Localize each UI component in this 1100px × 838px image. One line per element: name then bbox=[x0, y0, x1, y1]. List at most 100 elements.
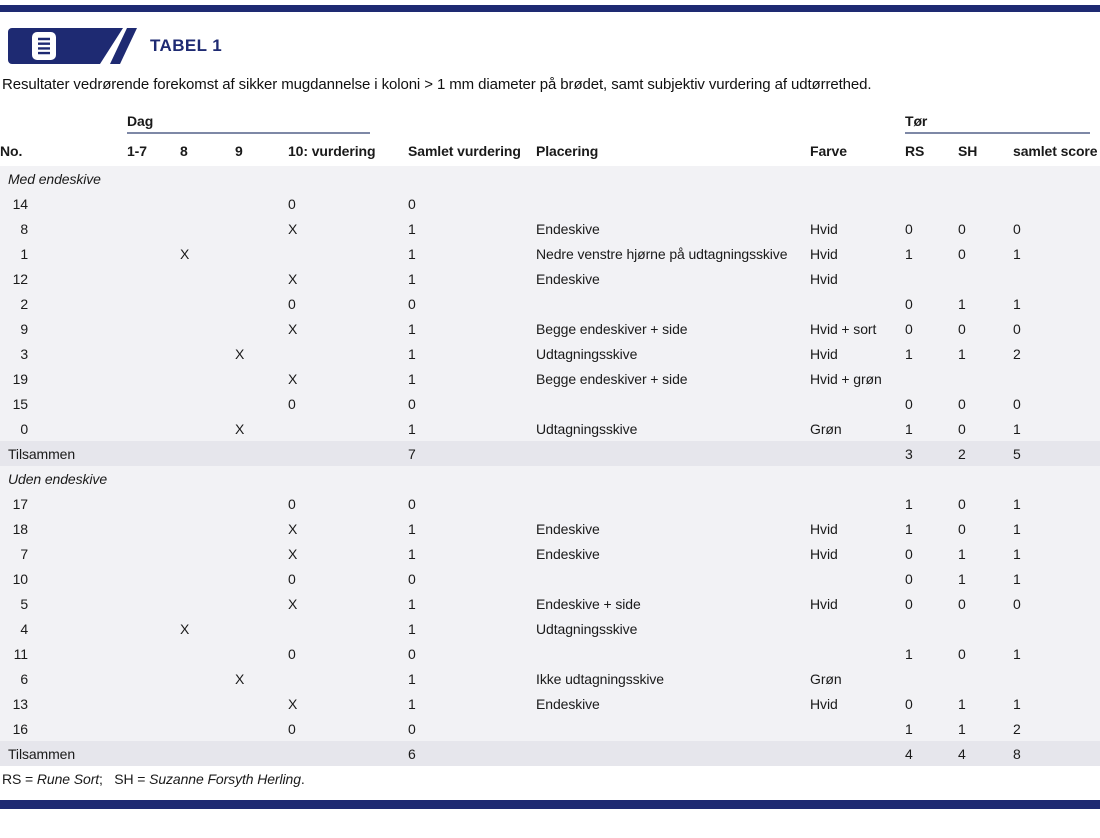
cell-placering bbox=[536, 491, 810, 516]
cell-d1_7 bbox=[127, 516, 180, 541]
table-body: Med endeskive 14 0 0 8 X 1 Endeskive Hvid 0 0 0 1 X 1 N… bbox=[0, 166, 1100, 766]
cell-placering: Endeskive bbox=[536, 270, 600, 287]
cell-d9 bbox=[235, 291, 288, 316]
cell-d8 bbox=[180, 341, 235, 366]
cell-samlet: 0 bbox=[408, 495, 416, 512]
cell-d1_7 bbox=[127, 666, 180, 691]
cell-rs: 0 bbox=[905, 595, 913, 612]
cell-no: 4 bbox=[0, 616, 127, 641]
table-row: 18 X 1 Endeskive Hvid 1 0 1 bbox=[0, 516, 1100, 541]
cell-score bbox=[1013, 191, 1100, 216]
cell-d9 bbox=[235, 566, 288, 591]
cell-d1_7 bbox=[127, 691, 180, 716]
row-number: 1 bbox=[20, 245, 28, 262]
cell-score bbox=[1013, 666, 1100, 691]
table-row: 17 0 0 1 0 1 bbox=[0, 491, 1100, 516]
cell-d9 bbox=[235, 516, 288, 541]
cell-samlet: 1 bbox=[408, 545, 416, 562]
cell-no: 14 bbox=[0, 191, 127, 216]
cell-score: 1 bbox=[1013, 695, 1021, 712]
cell-score: 1 bbox=[1013, 520, 1021, 537]
cell-sh: 0 bbox=[958, 220, 966, 237]
col-header-rs: RS bbox=[905, 142, 925, 159]
cell-rs: 1 bbox=[905, 520, 913, 537]
cell-samlet: 1 bbox=[408, 220, 416, 237]
cell-placering: Udtagningsskive bbox=[536, 620, 638, 637]
total-cell-rs: 4 bbox=[905, 745, 913, 762]
total-cell-d10 bbox=[288, 741, 408, 766]
cell-d1_7 bbox=[127, 266, 180, 291]
cell-d10: X bbox=[288, 595, 298, 612]
dag-group-label: Dag bbox=[127, 113, 154, 129]
cell-no: 1 bbox=[0, 241, 127, 266]
cell-farve bbox=[810, 291, 905, 316]
cell-samlet: 0 bbox=[408, 395, 416, 412]
cell-sh bbox=[958, 666, 1013, 691]
cell-rs: 1 bbox=[905, 345, 913, 362]
cell-d1_7 bbox=[127, 391, 180, 416]
cell-placering: Begge endeskiver + side bbox=[536, 370, 688, 387]
cell-sh bbox=[958, 616, 1013, 641]
cell-d1_7 bbox=[127, 241, 180, 266]
table-row: 7 X 1 Endeskive Hvid 0 1 1 bbox=[0, 541, 1100, 566]
cell-d1_7 bbox=[127, 416, 180, 441]
total-cell-d9 bbox=[235, 741, 288, 766]
cell-sh bbox=[958, 266, 1013, 291]
cell-score: 1 bbox=[1013, 245, 1021, 262]
cell-samlet: 1 bbox=[408, 370, 416, 387]
cell-d9: X bbox=[235, 420, 245, 437]
cell-placering: Endeskive bbox=[536, 545, 600, 562]
cell-d1_7 bbox=[127, 716, 180, 741]
cell-d9 bbox=[235, 591, 288, 616]
table-row: 3 X 1 Udtagningsskive Hvid 1 1 2 bbox=[0, 341, 1100, 366]
cell-placering: Udtagningsskive bbox=[536, 345, 638, 362]
cell-d8 bbox=[180, 291, 235, 316]
cell-d10: 0 bbox=[288, 720, 296, 737]
cell-farve: Hvid bbox=[810, 220, 838, 237]
cell-rs bbox=[905, 666, 958, 691]
cell-d9 bbox=[235, 266, 288, 291]
total-cell-sh: 4 bbox=[958, 745, 966, 762]
table-row: 15 0 0 0 0 0 bbox=[0, 391, 1100, 416]
table-title: TABEL 1 bbox=[150, 36, 223, 55]
cell-placering bbox=[536, 391, 810, 416]
cell-samlet: 1 bbox=[408, 520, 416, 537]
cell-score bbox=[1013, 266, 1100, 291]
cell-d9: X bbox=[235, 670, 245, 687]
col-header-samlet-score: samlet score bbox=[1013, 142, 1098, 159]
col-header-day9: 9 bbox=[235, 142, 243, 159]
total-cell-score: 8 bbox=[1013, 745, 1021, 762]
table-row: 16 0 0 1 1 2 bbox=[0, 716, 1100, 741]
total-cell-d1_7 bbox=[127, 741, 180, 766]
cell-score: 1 bbox=[1013, 295, 1021, 312]
col-header-samlet-vurdering: Samlet vurdering bbox=[408, 142, 521, 159]
cell-score: 1 bbox=[1013, 645, 1021, 662]
cell-sh: 0 bbox=[958, 245, 966, 262]
cell-d9 bbox=[235, 316, 288, 341]
cell-d8 bbox=[180, 416, 235, 441]
cell-rs: 1 bbox=[905, 420, 913, 437]
cell-d8 bbox=[180, 266, 235, 291]
row-number: 15 bbox=[12, 395, 28, 412]
cell-samlet: 0 bbox=[408, 720, 416, 737]
cell-d8 bbox=[180, 191, 235, 216]
table-row: 11 0 0 1 0 1 bbox=[0, 641, 1100, 666]
table-row: 13 X 1 Endeskive Hvid 0 1 1 bbox=[0, 691, 1100, 716]
cell-samlet: 1 bbox=[408, 595, 416, 612]
total-cell-farve bbox=[810, 741, 905, 766]
row-number: 18 bbox=[12, 520, 28, 537]
cell-sh: 1 bbox=[958, 570, 966, 587]
cell-farve: Grøn bbox=[810, 420, 842, 437]
table-row: 14 0 0 bbox=[0, 191, 1100, 216]
row-number: 3 bbox=[20, 345, 28, 362]
table-header: Dag Tør No. 1-7 8 9 10: vurdering Samlet… bbox=[0, 112, 1100, 166]
cell-d10: X bbox=[288, 370, 298, 387]
row-number: 6 bbox=[20, 670, 28, 687]
cell-d1_7 bbox=[127, 641, 180, 666]
table-row: 10 0 0 0 1 1 bbox=[0, 566, 1100, 591]
cell-d8 bbox=[180, 216, 235, 241]
col-header-day1-7: 1-7 bbox=[127, 142, 147, 159]
cell-rs bbox=[905, 191, 958, 216]
total-cell-placering bbox=[536, 441, 810, 466]
cell-placering bbox=[536, 291, 810, 316]
